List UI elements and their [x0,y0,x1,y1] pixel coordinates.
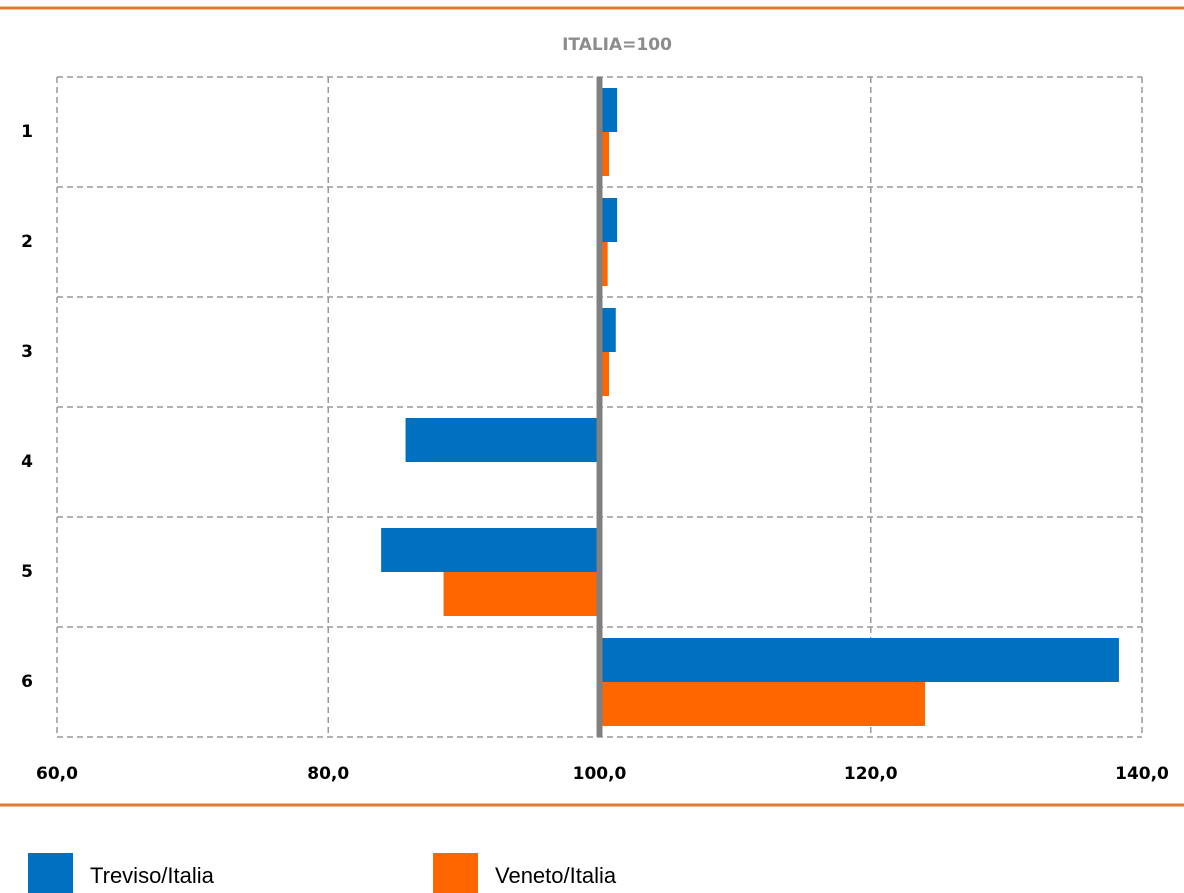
x-tick-label: 120,0 [844,764,898,784]
y-tick-label: 1 [21,122,33,142]
y-tick-label: 2 [21,232,33,252]
y-tick-label: 6 [21,672,33,692]
bar [599,352,609,396]
bar [443,572,600,616]
bar [599,682,925,726]
y-tick-label: 4 [21,452,33,472]
legend-label: Veneto/Italia [495,863,617,888]
bar [405,418,600,462]
bar [599,242,608,286]
y-tick-label: 5 [21,562,33,582]
chart-title: ITALIA=100 [562,35,672,55]
legend-swatch [28,853,73,893]
legend-label: Treviso/Italia [90,863,215,888]
bar [599,308,616,352]
bar [599,132,609,176]
legend-swatch [433,853,478,893]
bar [599,638,1119,682]
x-tick-label: 100,0 [573,764,627,784]
x-tick-label: 60,0 [36,764,78,784]
y-tick-label: 3 [21,342,33,362]
bar [599,88,618,132]
bar [381,528,600,572]
x-tick-label: 80,0 [307,764,349,784]
bar [599,198,618,242]
x-tick-label: 140,0 [1115,764,1169,784]
